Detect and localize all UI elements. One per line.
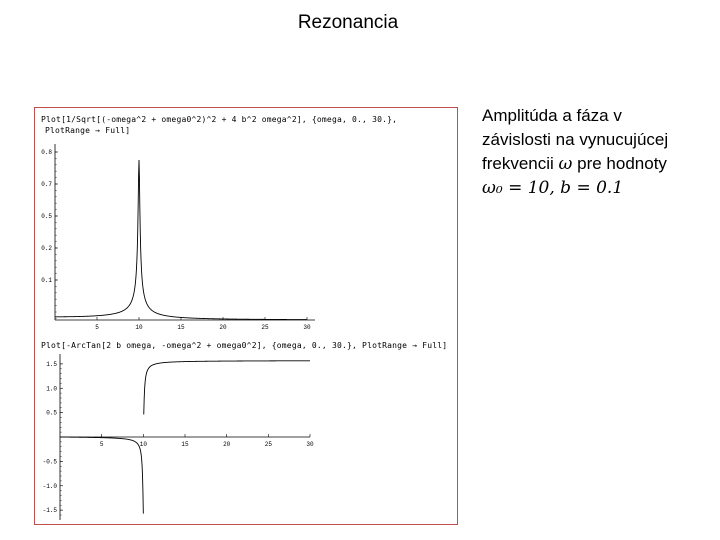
plot1-code-line2[interactable]: PlotRange → Full] (45, 126, 131, 135)
phase-plot: 5 10 15 20 25 30 1.5 1.0 0.5 -0.5 -1.0 -1.5 (43, 354, 314, 520)
description-text: Amplitúda a fáza v závislosti na vynucuj… (482, 104, 702, 200)
phase-x-tick-label: 25 (265, 441, 273, 448)
amp-x-tick-label: 25 (261, 324, 269, 331)
phase-y-tick-label: 1.0 (46, 385, 57, 392)
phase-x-tick-label: 30 (306, 441, 314, 448)
amplitude-curve (55, 159, 307, 321)
phase-curve (60, 360, 310, 514)
amp-y-tick-label: 0.5 (41, 213, 52, 220)
phase-x-tick-label: 5 (100, 441, 104, 448)
amp-y-tick-label: 0.1 (41, 277, 52, 284)
phase-y-tick-label: 0.5 (46, 410, 57, 417)
description-line3a: frekvencii (482, 154, 559, 173)
phase-y-tick-label: -0.5 (43, 458, 58, 465)
amp-x-tick-label: 10 (135, 324, 143, 331)
description-line3: frekvencii ω pre hodnoty (482, 152, 702, 176)
plot1-code-line1[interactable]: Plot[1/Sqrt[(-omega^2 + omega0^2)^2 + 4 … (41, 115, 398, 124)
description-line1: Amplitúda a fáza v (482, 106, 622, 125)
phase-ticks: 5 10 15 20 25 30 1.5 1.0 0.5 -0.5 -1.0 -1.5 (43, 361, 314, 516)
phase-x-tick-label: 10 (140, 441, 148, 448)
phase-y-tick-label: -1.5 (43, 507, 58, 514)
amp-x-tick-label: 5 (95, 324, 99, 331)
amp-x-tick-label: 20 (219, 324, 227, 331)
slide-title: Rezonancia (297, 12, 399, 33)
phase-x-tick-label: 15 (181, 441, 189, 448)
omega-symbol: ω (558, 154, 573, 174)
amp-x-tick-label: 30 (303, 324, 311, 331)
phase-y-tick-label: 1.5 (46, 361, 57, 368)
notebook-frame: Plot[1/Sqrt[(-omega^2 + omega0^2)^2 + 4 … (34, 107, 458, 525)
amp-y-tick-label: 0.7 (41, 181, 52, 188)
phase-x-tick-label: 20 (223, 441, 231, 448)
description-line2: závislosti na vynucujúcej (482, 130, 669, 149)
amp-ticks: 5 10 15 20 25 30 0.8 0.7 0.5 0.2 0.1 (41, 149, 311, 331)
plot2-code-line1[interactable]: Plot[-ArcTan[2 b omega, -omega^2 + omega… (41, 341, 448, 350)
phase-y-tick-label: -1.0 (43, 483, 58, 490)
description-line3b: pre hodnoty (572, 154, 667, 173)
amp-y-tick-label: 0.2 (41, 245, 52, 252)
description-line4: ω₀ = 10, b = 0.1 (482, 178, 624, 198)
amp-y-tick-label: 0.8 (41, 149, 52, 156)
amplitude-plot: 5 10 15 20 25 30 0.8 0.7 0.5 0.2 0.1 (41, 144, 315, 331)
amp-x-tick-label: 15 (177, 324, 185, 331)
